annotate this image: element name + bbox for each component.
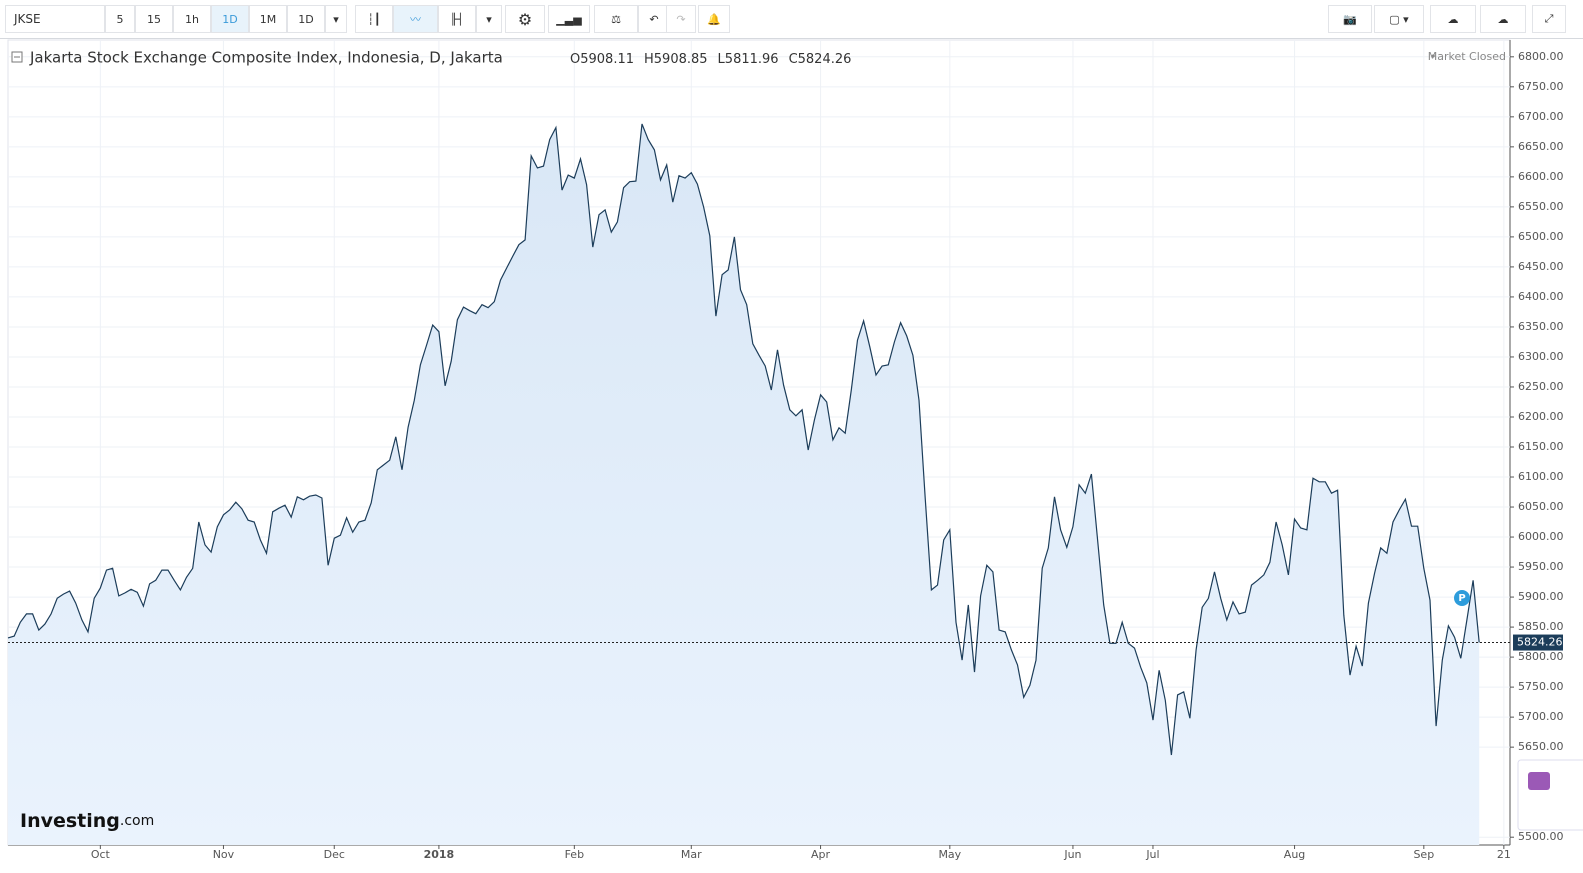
y-tick-label: 5900.00 [1518, 590, 1564, 603]
status-dot: • [1430, 50, 1437, 63]
ohlc-label: C [789, 52, 798, 67]
x-tick-label: Dec [324, 848, 345, 861]
x-tick-label: Jun [1063, 848, 1081, 861]
y-tick-label: 6150.00 [1518, 440, 1564, 453]
fullscreen-button[interactable]: ⤢ [1532, 5, 1566, 33]
y-tick-label: 5800.00 [1518, 650, 1564, 663]
ohlc-label: O [570, 52, 580, 67]
alert-button[interactable]: 🔔 [698, 5, 730, 33]
logo-suffix: .com [120, 813, 154, 829]
interval-button[interactable]: 1h [173, 5, 211, 33]
load-button[interactable]: ☁ [1430, 5, 1476, 33]
x-tick-label: Feb [565, 848, 584, 861]
y-tick-label: 6800.00 [1518, 50, 1564, 63]
x-tick-label: 21 [1497, 848, 1511, 861]
y-tick-label: 6500.00 [1518, 230, 1564, 243]
y-tick-label: 6350.00 [1518, 320, 1564, 333]
bars-button[interactable]: ╟┤ [438, 5, 476, 33]
line-button[interactable]: 〰 [393, 5, 438, 33]
event-marker-icon: P [1458, 593, 1465, 604]
save-button[interactable]: ☁ [1480, 5, 1526, 33]
last-price-box [1513, 634, 1563, 651]
snapshot-button[interactable]: 📷 [1328, 5, 1372, 33]
y-tick-label: 6050.00 [1518, 500, 1564, 513]
x-tick-label: Oct [91, 848, 111, 861]
y-tick-label: 6400.00 [1518, 290, 1564, 303]
news-icon [1528, 772, 1550, 790]
settings-button[interactable]: ⚙ [505, 5, 545, 33]
x-tick-label: 2018 [424, 848, 455, 861]
area-fill [8, 124, 1480, 845]
y-tick-label: 5650.00 [1518, 740, 1564, 753]
ohlc-number: 5811.96 [725, 52, 779, 67]
market-status: Market Closed [1428, 50, 1506, 63]
compare-button[interactable]: ⚖ [594, 5, 638, 33]
ohlc-number: 5908.11 [580, 52, 634, 67]
y-tick-label: 6450.00 [1518, 260, 1564, 273]
interval-button[interactable]: 5 [105, 5, 135, 33]
interval-dropdown[interactable]: ▾ [325, 5, 347, 33]
symbol-input[interactable]: JKSE [5, 5, 105, 33]
news-widget[interactable] [1517, 759, 1583, 831]
interval-button[interactable]: 15 [135, 5, 173, 33]
x-tick-label: May [938, 848, 961, 861]
ohlc-number: 5824.26 [798, 52, 852, 67]
y-tick-label: 6650.00 [1518, 140, 1564, 153]
x-tick-label: Mar [681, 848, 702, 861]
interval-button[interactable]: 1D [211, 5, 249, 33]
ohlc-label: L [718, 52, 726, 67]
ohlc-label: H [644, 52, 654, 67]
redo-button[interactable]: ↷ [666, 5, 696, 33]
last-price-label: 5824.26 [1517, 636, 1563, 649]
event-marker[interactable] [1454, 590, 1470, 606]
y-tick-label: 6200.00 [1518, 410, 1564, 423]
y-tick-label: 5700.00 [1518, 710, 1564, 723]
y-tick-label: 5950.00 [1518, 560, 1564, 573]
price-line [7, 123, 1480, 756]
ohlc-value: C5824.26 [789, 52, 852, 67]
interval-button[interactable]: 1D [287, 5, 325, 33]
y-tick-label: 6100.00 [1518, 470, 1564, 483]
y-tick-label: 6750.00 [1518, 80, 1564, 93]
y-tick-label: 5750.00 [1518, 680, 1564, 693]
x-tick-label: Apr [811, 848, 831, 861]
y-tick-label: 6250.00 [1518, 380, 1564, 393]
y-tick-label: 5850.00 [1518, 620, 1564, 633]
x-tick-label: Aug [1284, 848, 1305, 861]
x-tick-label: Nov [213, 848, 235, 861]
ohlc-number: 5908.85 [654, 52, 708, 67]
y-tick-label: 6550.00 [1518, 200, 1564, 213]
chart: 6800.00 6750.00 6700.00 6650.00 6600.00 6550.… [7, 39, 1583, 861]
ohlc-value: O5908.11 [570, 52, 634, 67]
ohlc-value: H5908.85 [644, 52, 708, 67]
x-tick-label: Jul [1145, 848, 1159, 861]
y-tick-label: 6300.00 [1518, 350, 1564, 363]
chart-type-dropdown[interactable]: ▾ [476, 5, 502, 33]
undo-button[interactable]: ↶ [638, 5, 670, 33]
indicators-button[interactable]: ▁▃▅ [548, 5, 590, 33]
logo: Investing.com [20, 810, 154, 832]
y-tick-label: 5500.00 [1518, 830, 1564, 843]
interval-button[interactable]: 1M [249, 5, 287, 33]
candles-button[interactable]: ┆┃ [355, 5, 393, 33]
logo-brand: Investing [20, 810, 120, 832]
chart-title: Jakarta Stock Exchange Composite Index, … [29, 49, 503, 67]
toolbar: JKSE 5 15 1h 1D 1M 1D ▾ ┆┃ 〰 ╟┤ ▾ ⚙ ▁▃▅ … [0, 0, 1583, 39]
template-button[interactable]: ▢ ▾ [1374, 5, 1424, 33]
x-tick-label: Sep [1413, 848, 1434, 861]
ohlc-value: L5811.96 [718, 52, 779, 67]
y-tick-label: 6700.00 [1518, 110, 1564, 123]
y-tick-label: 6000.00 [1518, 530, 1564, 543]
y-tick-label: 6600.00 [1518, 170, 1564, 183]
